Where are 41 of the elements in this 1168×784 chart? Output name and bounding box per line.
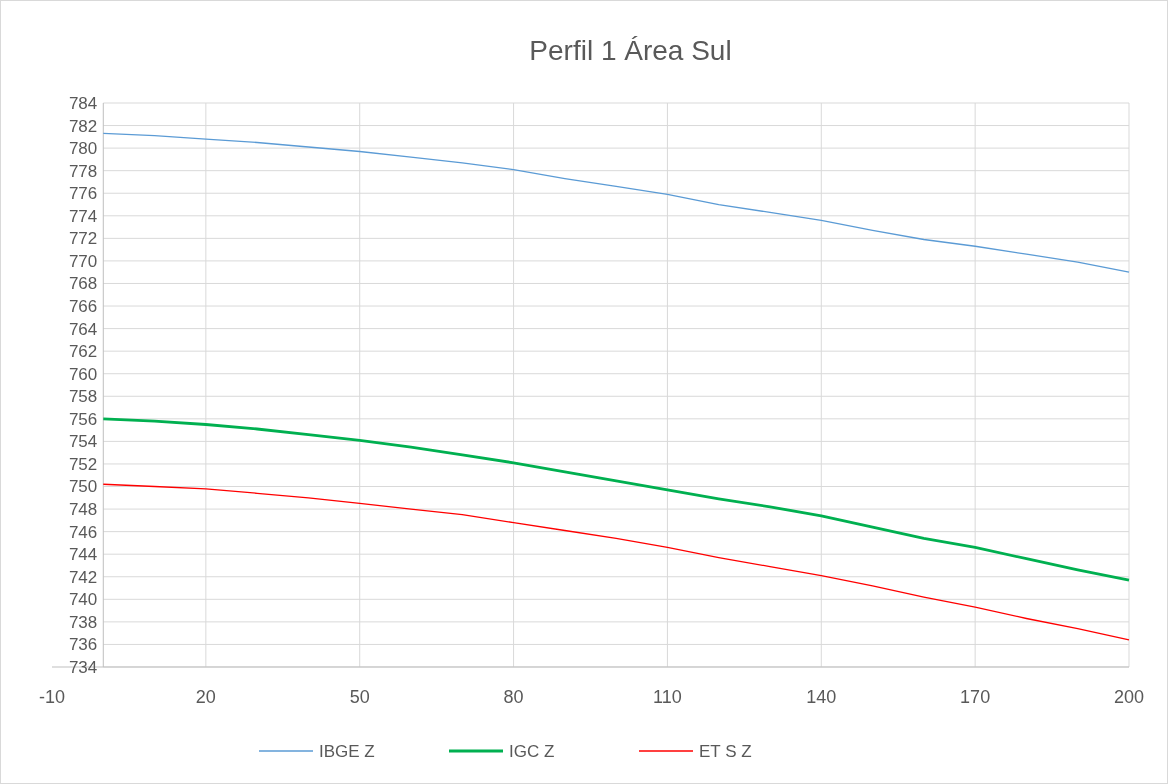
line-series [101,417,1131,582]
y-tick-label: 760 [68,364,98,384]
y-tick-label: 742 [68,567,98,587]
x-tick-label: 200 [1113,687,1145,707]
chart-title: Perfil 1 Área Sul [529,35,732,66]
y-tick-label: 772 [68,229,98,249]
x-tick-label: 80 [503,687,524,707]
y-tick-label: 784 [68,93,98,113]
y-tick-label: 762 [68,342,98,362]
y-tick-label: 748 [68,500,98,520]
y-tick-label: 734 [68,657,98,677]
y-tick-label: 736 [68,635,98,655]
y-tick-label: 768 [68,274,98,294]
x-tick-label: -10 [38,687,66,707]
y-tick-label: 752 [68,454,98,474]
legend-label: IBGE Z [319,741,375,761]
y-tick-label: 782 [68,116,98,136]
y-tick-label: 764 [68,319,98,339]
line-series [102,132,1130,273]
y-tick-label: 744 [68,545,98,565]
legend-label: IGC Z [509,741,555,761]
x-tick-label: 110 [653,687,682,707]
y-tick-label: 738 [68,612,98,632]
y-tick-label: 770 [68,251,98,271]
y-tick-label: 758 [68,387,98,407]
y-tick-label: 776 [68,184,98,204]
x-tick-label: 170 [960,687,991,707]
y-tick-label: 750 [68,477,98,497]
x-tick-label: 20 [195,687,216,707]
y-tick-label: 756 [68,409,98,429]
legend-label: ET S Z [699,741,752,761]
y-tick-label: 754 [68,432,98,452]
y-tick-label: 780 [68,139,98,159]
y-tick-label: 746 [68,522,98,542]
y-tick-label: 774 [68,206,98,226]
y-tick-label: 778 [68,161,98,181]
y-tick-label: 766 [68,296,98,316]
x-tick-label: 140 [806,687,837,707]
y-tick-label: 740 [68,590,98,610]
line-series [102,483,1130,641]
x-tick-label: 50 [349,687,370,707]
